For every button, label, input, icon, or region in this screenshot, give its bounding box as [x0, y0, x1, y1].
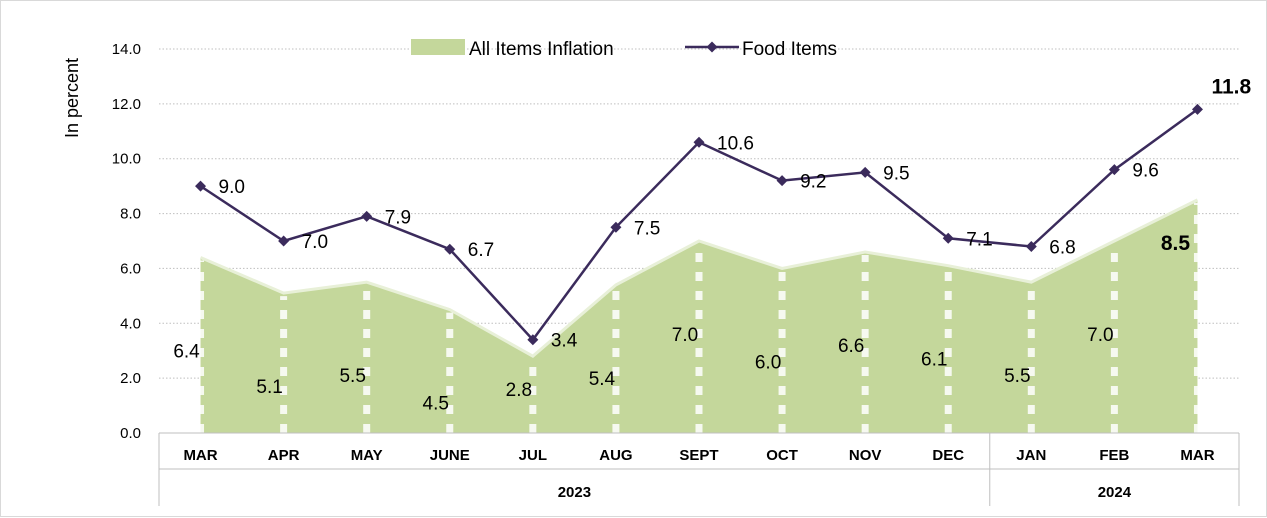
all-items-data-label: 7.0	[672, 325, 698, 346]
year-label: 2023	[558, 484, 591, 501]
x-tick-label: JAN	[1016, 447, 1046, 464]
all-items-data-label: 5.4	[589, 369, 616, 390]
legend-marker-icon	[706, 41, 718, 53]
all-items-data-label: 6.0	[755, 352, 781, 373]
legend-all-items-label: All Items Inflation	[469, 39, 614, 60]
food-items-marker	[1191, 103, 1203, 115]
food-items-marker	[1108, 164, 1120, 176]
y-axis-label: In percent	[62, 58, 82, 138]
all-items-area	[197, 198, 1201, 433]
food-items-marker	[278, 235, 290, 247]
x-tick-label: AUG	[599, 447, 632, 464]
all-items-data-label: 7.0	[1087, 325, 1113, 346]
x-axis: MAR APR MAY JUNE JUL AUG SEPT OCT NOV DEC JAN FEB MA…	[158, 432, 1240, 506]
food-items-marker	[942, 232, 954, 244]
food-items-marker	[361, 210, 373, 222]
legend: All Items Inflation Food Items	[411, 39, 837, 60]
y-tick-label: 14.0	[112, 41, 141, 58]
x-tick-label: JUNE	[430, 447, 470, 464]
y-tick-label: 0.0	[120, 425, 141, 442]
food-items-marker	[195, 180, 207, 192]
food-items-marker	[527, 334, 539, 346]
legend-food-items-label: Food Items	[742, 39, 837, 60]
all-items-data-label: 5.1	[256, 377, 282, 398]
x-tick-label: APR	[268, 447, 300, 464]
food-items-marker	[444, 243, 456, 255]
y-tick-label: 6.0	[120, 260, 141, 277]
food-items-data-label: 7.5	[634, 218, 660, 239]
food-items-marker	[859, 166, 871, 178]
food-items-marker	[610, 221, 622, 233]
all-items-data-label: 4.5	[423, 394, 449, 415]
all-items-data-label: 2.8	[506, 380, 532, 401]
food-items-data-label: 7.0	[302, 232, 328, 253]
x-tick-label: JUL	[519, 447, 547, 464]
x-tick-label: NOV	[849, 447, 882, 464]
food-items-marker	[1025, 240, 1037, 252]
all-items-data-label: 6.4	[173, 341, 200, 362]
x-tick-label: SEPT	[679, 447, 718, 464]
food-items-data-label: 11.8	[1211, 75, 1251, 98]
all-items-data-label: 6.6	[838, 336, 864, 357]
all-items-data-label: 8.5	[1161, 232, 1191, 255]
x-tick-label: FEB	[1099, 447, 1129, 464]
food-items-data-label: 9.5	[883, 163, 909, 184]
food-items-data-label: 10.6	[717, 133, 754, 154]
x-tick-label: MAY	[351, 447, 383, 464]
food-items-data-label: 6.8	[1049, 237, 1075, 258]
all-items-data-label: 5.5	[1004, 366, 1030, 387]
all-items-data-label: 5.5	[339, 366, 365, 387]
food-items-data-label: 7.1	[966, 229, 992, 250]
y-tick-label: 2.0	[120, 370, 141, 387]
food-items-data-label: 6.7	[468, 240, 494, 261]
year-label: 2024	[1098, 484, 1132, 501]
y-tick-label: 8.0	[120, 206, 141, 223]
x-tick-label: MAR	[1180, 447, 1214, 464]
food-items-data-label: 9.2	[800, 172, 826, 193]
x-tick-label: OCT	[766, 447, 798, 464]
food-items-data-label: 7.9	[385, 207, 411, 228]
all-items-area-edge	[199, 198, 1199, 359]
food-items-data-label: 9.0	[219, 177, 245, 198]
food-items-data-label: 9.6	[1132, 161, 1158, 182]
y-tick-label: 4.0	[120, 315, 141, 332]
all-items-data-label: 6.1	[921, 350, 947, 371]
y-tick-label: 10.0	[112, 151, 141, 168]
data-labels: 9.0 7.0 7.9 6.7 3.4 7.5 10.6 9.2 9.5 7.1 6.8 9.6 11.…	[173, 75, 1251, 414]
x-tick-label: MAR	[183, 447, 217, 464]
x-tick-label: DEC	[932, 447, 964, 464]
legend-area-swatch	[411, 39, 465, 55]
food-items-line	[195, 103, 1203, 346]
y-axis-ticks: 0.0 2.0 4.0 6.0 8.0 10.0 12.0 14.0	[112, 41, 141, 442]
food-items-data-label: 3.4	[551, 331, 578, 352]
food-items-marker	[776, 175, 788, 187]
food-items-marker	[693, 136, 705, 148]
y-tick-label: 12.0	[112, 96, 141, 113]
